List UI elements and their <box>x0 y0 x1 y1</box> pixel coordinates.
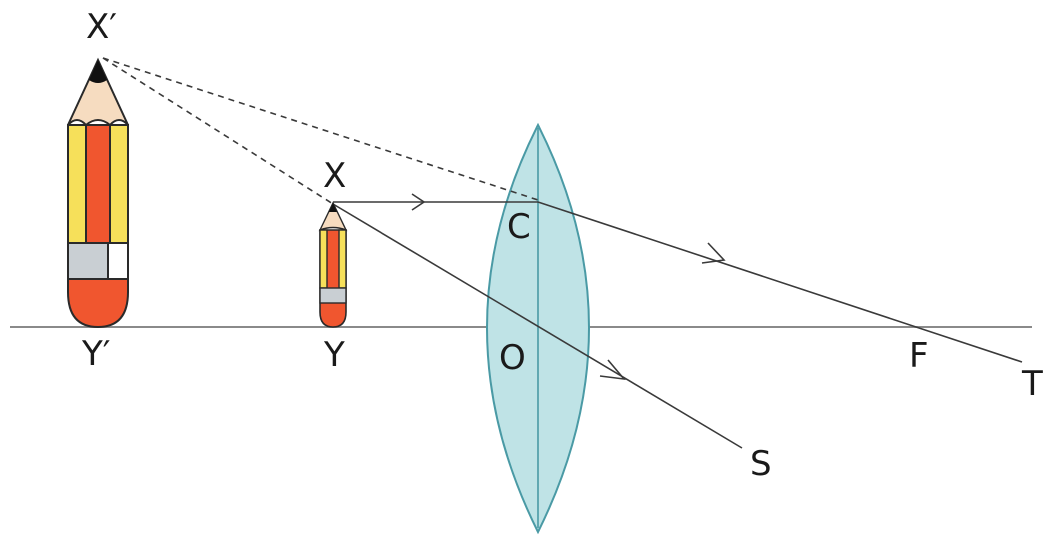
label-focus: F <box>909 336 929 376</box>
label-ray-s: S <box>750 444 772 484</box>
label-ray-t: T <box>1021 364 1043 404</box>
virtual-ray-to-x <box>103 58 333 204</box>
label-optical-centre: O <box>499 338 526 378</box>
image-pencil <box>68 60 128 327</box>
label-point-c: C <box>507 207 531 247</box>
label-image-top: X′ <box>86 7 117 47</box>
object-pencil <box>320 203 346 327</box>
refracted-ray-ct <box>538 202 1022 362</box>
virtual-ray-to-c <box>103 58 538 200</box>
label-object-top: X <box>323 156 346 196</box>
label-image-base: Y′ <box>81 334 111 374</box>
label-object-base: Y <box>323 335 345 375</box>
